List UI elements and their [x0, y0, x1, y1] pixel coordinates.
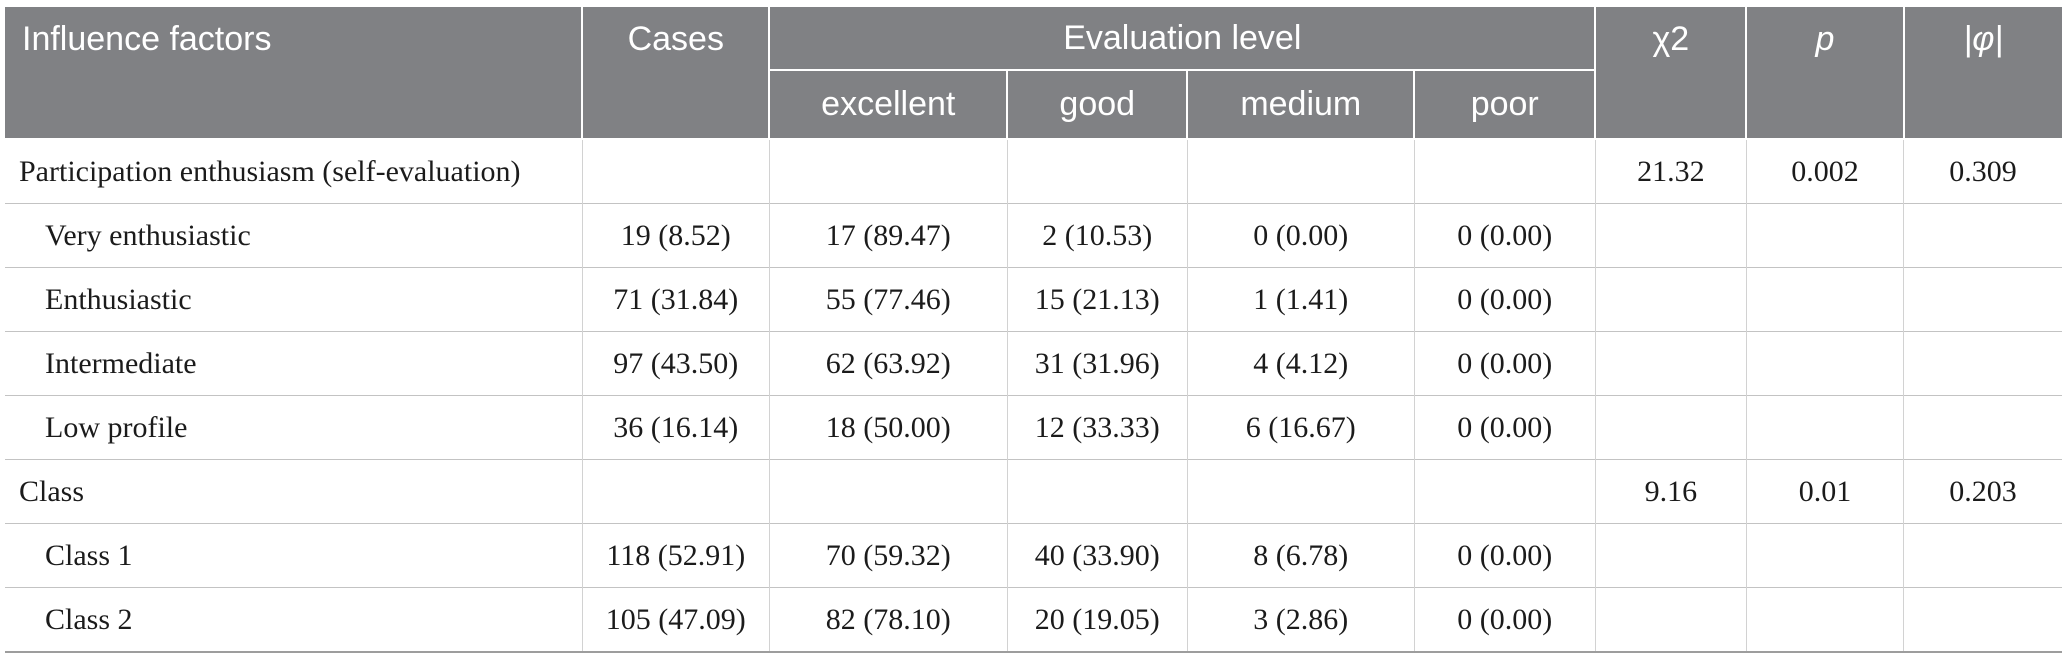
cell-chi2	[1595, 267, 1747, 332]
header-poor: poor	[1413, 70, 1597, 140]
table-row: Class 9.16 0.01 0.203	[5, 459, 2062, 524]
row-label: Very enthusiastic	[5, 203, 583, 268]
cell-excellent: 55 (77.46)	[769, 267, 1008, 332]
cell-p	[1746, 395, 1905, 460]
cell-medium: 3 (2.86)	[1187, 587, 1415, 653]
header-cases: Cases	[581, 7, 771, 140]
cell-poor: 0 (0.00)	[1414, 331, 1596, 396]
cell-excellent	[769, 459, 1008, 524]
cell-p	[1746, 523, 1905, 588]
cell-excellent: 70 (59.32)	[769, 523, 1008, 588]
cell-medium: 6 (16.67)	[1187, 395, 1415, 460]
cell-p: 0.01	[1746, 459, 1905, 524]
stats-table: Influence factors Cases Evaluation level…	[5, 7, 2062, 653]
cell-good: 31 (31.96)	[1007, 331, 1188, 396]
cell-cases: 36 (16.14)	[582, 395, 770, 460]
cell-poor	[1414, 459, 1596, 524]
cell-poor: 0 (0.00)	[1414, 267, 1596, 332]
cell-good: 20 (19.05)	[1007, 587, 1188, 653]
cell-good: 12 (33.33)	[1007, 395, 1188, 460]
cell-good	[1007, 139, 1188, 204]
table-row: Class 1 118 (52.91) 70 (59.32) 40 (33.90…	[5, 523, 2062, 588]
table-row: Enthusiastic 71 (31.84) 55 (77.46) 15 (2…	[5, 267, 2062, 332]
row-label: Participation enthusiasm (self-evaluatio…	[5, 139, 583, 204]
cell-chi2: 21.32	[1595, 139, 1747, 204]
table-row: Class 2 105 (47.09) 82 (78.10) 20 (19.05…	[5, 587, 2062, 653]
cell-cases: 97 (43.50)	[582, 331, 770, 396]
cell-medium: 8 (6.78)	[1187, 523, 1415, 588]
cell-excellent: 82 (78.10)	[769, 587, 1008, 653]
cell-excellent: 17 (89.47)	[769, 203, 1008, 268]
cell-cases: 105 (47.09)	[582, 587, 770, 653]
cell-phi	[1903, 331, 2062, 396]
header-excellent: excellent	[768, 70, 1009, 140]
cell-medium: 1 (1.41)	[1187, 267, 1415, 332]
table-body: Participation enthusiasm (self-evaluatio…	[5, 139, 2062, 653]
cell-phi: 0.309	[1903, 139, 2062, 204]
cell-good: 40 (33.90)	[1007, 523, 1188, 588]
cell-p	[1746, 203, 1905, 268]
cell-medium: 4 (4.12)	[1187, 331, 1415, 396]
table-row: Intermediate 97 (43.50) 62 (63.92) 31 (3…	[5, 331, 2062, 396]
cell-phi	[1903, 203, 2062, 268]
table-header: Influence factors Cases Evaluation level…	[5, 7, 2062, 140]
cell-poor: 0 (0.00)	[1414, 203, 1596, 268]
cell-p	[1746, 267, 1905, 332]
cell-good: 15 (21.13)	[1007, 267, 1188, 332]
cell-p	[1746, 331, 1905, 396]
cell-chi2: 9.16	[1595, 459, 1747, 524]
row-label: Class 2	[5, 587, 583, 653]
row-label: Class 1	[5, 523, 583, 588]
cell-chi2	[1595, 395, 1747, 460]
cell-good	[1007, 459, 1188, 524]
cell-chi2	[1595, 587, 1747, 653]
cell-poor: 0 (0.00)	[1414, 523, 1596, 588]
row-label: Intermediate	[5, 331, 583, 396]
cell-cases: 19 (8.52)	[582, 203, 770, 268]
header-medium: medium	[1186, 70, 1416, 140]
row-label: Enthusiastic	[5, 267, 583, 332]
cell-medium: 0 (0.00)	[1187, 203, 1415, 268]
cell-chi2	[1595, 203, 1747, 268]
cell-cases	[582, 139, 770, 204]
cell-poor	[1414, 139, 1596, 204]
header-phi: |φ|	[1902, 7, 2062, 140]
cell-excellent: 18 (50.00)	[769, 395, 1008, 460]
cell-phi	[1903, 523, 2062, 588]
cell-p: 0.002	[1746, 139, 1905, 204]
cell-phi	[1903, 267, 2062, 332]
cell-good: 2 (10.53)	[1007, 203, 1188, 268]
row-label: Low profile	[5, 395, 583, 460]
cell-cases: 118 (52.91)	[582, 523, 770, 588]
cell-cases: 71 (31.84)	[582, 267, 770, 332]
cell-phi	[1903, 395, 2062, 460]
cell-phi: 0.203	[1903, 459, 2062, 524]
cell-excellent	[769, 139, 1008, 204]
cell-poor: 0 (0.00)	[1414, 395, 1596, 460]
header-evaluation-level: Evaluation level	[768, 7, 1597, 71]
header-chi2: χ2	[1594, 7, 1748, 140]
cell-poor: 0 (0.00)	[1414, 587, 1596, 653]
table-row: Very enthusiastic 19 (8.52) 17 (89.47) 2…	[5, 203, 2062, 268]
cell-cases	[582, 459, 770, 524]
header-good: good	[1006, 70, 1189, 140]
table-row: Low profile 36 (16.14) 18 (50.00) 12 (33…	[5, 395, 2062, 460]
cell-p	[1746, 587, 1905, 653]
cell-chi2	[1595, 523, 1747, 588]
cell-phi	[1903, 587, 2062, 653]
header-p: p	[1745, 7, 1905, 140]
cell-medium	[1187, 459, 1415, 524]
header-influence-factors: Influence factors	[5, 7, 584, 140]
table-row: Participation enthusiasm (self-evaluatio…	[5, 139, 2062, 204]
row-label: Class	[5, 459, 583, 524]
cell-excellent: 62 (63.92)	[769, 331, 1008, 396]
cell-medium	[1187, 139, 1415, 204]
cell-chi2	[1595, 331, 1747, 396]
